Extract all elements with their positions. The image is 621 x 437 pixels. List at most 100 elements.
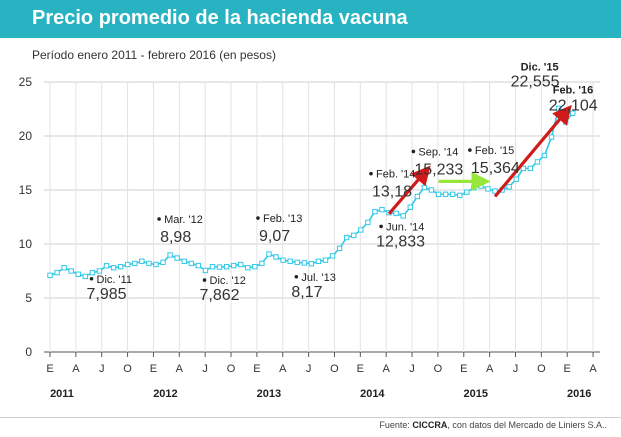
data-point: [400, 213, 406, 219]
annotation-dot: [202, 278, 207, 282]
x-month-label: J: [513, 363, 519, 375]
data-point: [216, 264, 223, 270]
data-point: [167, 252, 173, 258]
data-point: [125, 261, 131, 268]
annotation-date: Dic. '11: [97, 274, 133, 286]
annotation-value: 7,985: [87, 286, 127, 303]
data-point: [442, 191, 449, 198]
x-month-label: O: [330, 363, 339, 375]
annotation-dot: [256, 216, 260, 220]
x-month-label: O: [123, 363, 132, 375]
data-point: [209, 263, 216, 270]
data-point: [372, 208, 378, 215]
source-suffix: , con datos del Mercado de Liniers S.A..: [447, 420, 607, 430]
data-point: [238, 261, 244, 268]
data-point: [520, 165, 526, 172]
data-point: [195, 262, 202, 269]
data-point: [259, 260, 265, 267]
x-year-label: 2016: [567, 388, 591, 400]
annotation-value: 12,833: [376, 233, 425, 250]
data-point: [96, 268, 103, 274]
data-point: [527, 165, 534, 172]
y-tick-label: 5: [25, 291, 32, 305]
annotation-value: 8,98: [160, 229, 191, 246]
data-point: [245, 265, 251, 271]
x-month-label: E: [46, 363, 53, 375]
annotation-value: 15,233: [414, 161, 463, 178]
data-point: [548, 134, 555, 140]
annotation-date: Feb. '15: [475, 145, 514, 157]
annotation-date: Dic. '15: [521, 61, 559, 73]
data-point: [541, 152, 548, 159]
data-point: [478, 183, 484, 189]
data-point: [153, 261, 159, 268]
data-point: [188, 260, 194, 267]
data-point: [421, 184, 428, 191]
data-point: [294, 259, 300, 266]
x-month-label: A: [383, 363, 391, 375]
annotation-value: 7,862: [200, 287, 240, 304]
annotation-dot: [369, 171, 373, 176]
x-month-label: E: [253, 363, 260, 375]
data-point: [513, 176, 519, 182]
footer-divider: [0, 417, 621, 418]
data-point: [174, 255, 180, 261]
x-month-label: A: [279, 363, 287, 375]
data-point: [47, 272, 53, 279]
chart-subtitle: Período enero 2011 - febrero 2016 (en pe…: [32, 48, 276, 62]
data-point: [471, 185, 477, 191]
data-point: [449, 191, 456, 198]
data-point: [322, 257, 329, 263]
data-point: [181, 258, 187, 264]
data-point: [414, 193, 421, 200]
x-month-label: J: [306, 363, 312, 375]
data-point: [273, 254, 279, 260]
annotation-value: 13,18: [372, 184, 412, 201]
data-point: [61, 265, 67, 271]
data-point: [75, 271, 81, 277]
data-point: [315, 258, 322, 264]
annotation-dot: [468, 148, 472, 152]
data-point: [82, 273, 89, 280]
annotation-value: 15,364: [471, 160, 520, 177]
data-point: [160, 259, 166, 266]
annotation-date: Jun. '14: [386, 221, 424, 233]
x-month-label: J: [409, 363, 415, 375]
data-point: [89, 269, 96, 276]
x-month-label: O: [434, 363, 443, 375]
data-point: [336, 245, 343, 252]
data-point: [252, 263, 258, 270]
annotation-date: Feb. '14: [376, 169, 415, 181]
data-point: [117, 263, 124, 270]
x-month-label: E: [357, 363, 364, 375]
data-point: [223, 263, 230, 270]
annotation-date: Sep. '14: [418, 146, 458, 158]
data-point: [343, 234, 350, 241]
y-tick-label: 0: [25, 345, 32, 359]
annotation-value: 9,07: [259, 228, 290, 245]
annotation-dot: [157, 217, 161, 221]
annotation-dot: [379, 224, 383, 229]
data-point: [365, 219, 371, 226]
data-point: [492, 188, 498, 194]
x-month-label: O: [227, 363, 236, 375]
annotation-date: Jul. '13: [301, 272, 336, 284]
y-tick-label: 10: [19, 237, 33, 251]
x-month-label: E: [564, 363, 571, 375]
x-month-label: A: [176, 363, 184, 375]
data-point: [139, 258, 145, 264]
data-point: [358, 227, 364, 233]
x-year-label: 2014: [360, 388, 385, 400]
data-point: [485, 186, 491, 192]
annotation-dot: [294, 274, 299, 279]
data-point: [308, 261, 315, 267]
x-year-label: 2015: [464, 388, 488, 400]
x-year-label: 2011: [50, 388, 74, 400]
data-point: [301, 260, 307, 266]
data-point: [266, 251, 272, 257]
x-month-label: E: [150, 363, 157, 375]
annotation-date: Dic. '12: [210, 275, 246, 287]
x-month-label: E: [460, 363, 467, 375]
annotation-dot: [89, 276, 94, 281]
